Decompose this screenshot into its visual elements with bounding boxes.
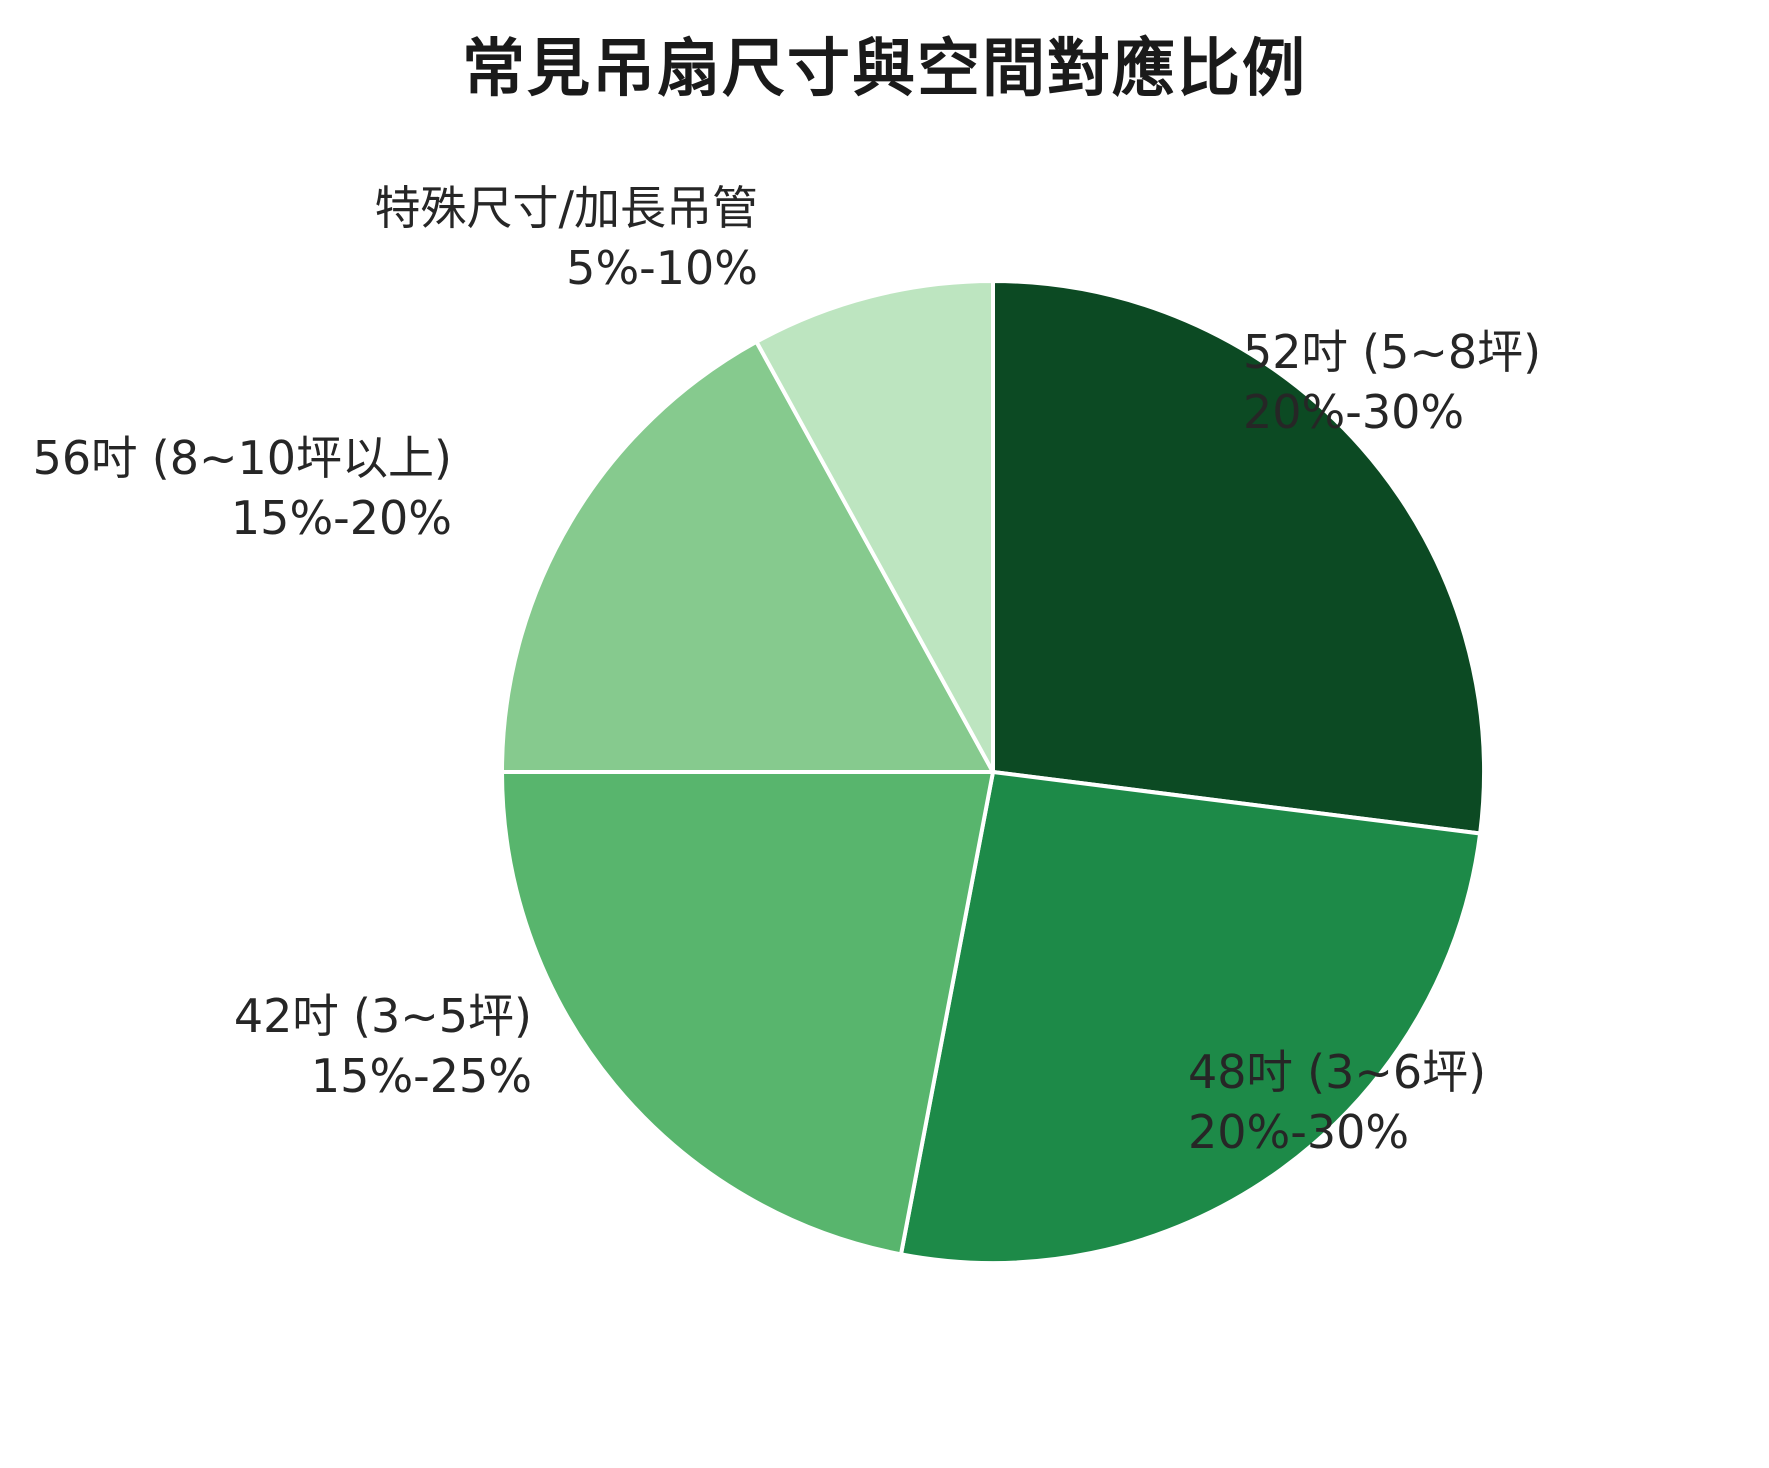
chart-title: 常見吊扇尺寸與空間對應比例 xyxy=(462,32,1307,105)
slice-label-48in: 48吋 (3~6坪) 20%-30% xyxy=(1188,1042,1486,1162)
slice-label-text: 48吋 (3~6坪) xyxy=(1188,1045,1487,1099)
slice-label-52in: 52吋 (5~8坪) 20%-30% xyxy=(1243,322,1541,442)
slice-label-text: 特殊尺寸/加長吊管 xyxy=(374,181,759,235)
pie-slice-52in xyxy=(991,279,1486,836)
pie-slice-special xyxy=(754,279,995,774)
slice-label-56in: 56吋 (8~10坪以上) 15%-20% xyxy=(33,428,452,548)
slice-label-text: 52吋 (5~8坪) xyxy=(1243,325,1542,379)
pie-chart xyxy=(500,279,1486,1265)
slice-label-pct: 15%-20% xyxy=(230,491,452,545)
slice-label-pct: 5%-10% xyxy=(566,241,758,295)
slice-label-text: 56吋 (8~10坪以上) xyxy=(32,431,452,485)
pie-slice-56in xyxy=(500,339,995,774)
pie-slice-42in xyxy=(500,770,995,1257)
pie-slice-48in xyxy=(899,770,1483,1265)
slice-label-pct: 15%-25% xyxy=(310,1049,532,1103)
slice-label-text: 42吋 (3~5坪) xyxy=(233,989,532,1043)
slice-label-42in: 42吋 (3~5坪) 15%-25% xyxy=(234,986,532,1106)
slice-label-special: 特殊尺寸/加長吊管 5%-10% xyxy=(375,178,759,298)
slice-label-pct: 20%-30% xyxy=(1188,1105,1410,1159)
slice-label-pct: 20%-30% xyxy=(1243,385,1465,439)
